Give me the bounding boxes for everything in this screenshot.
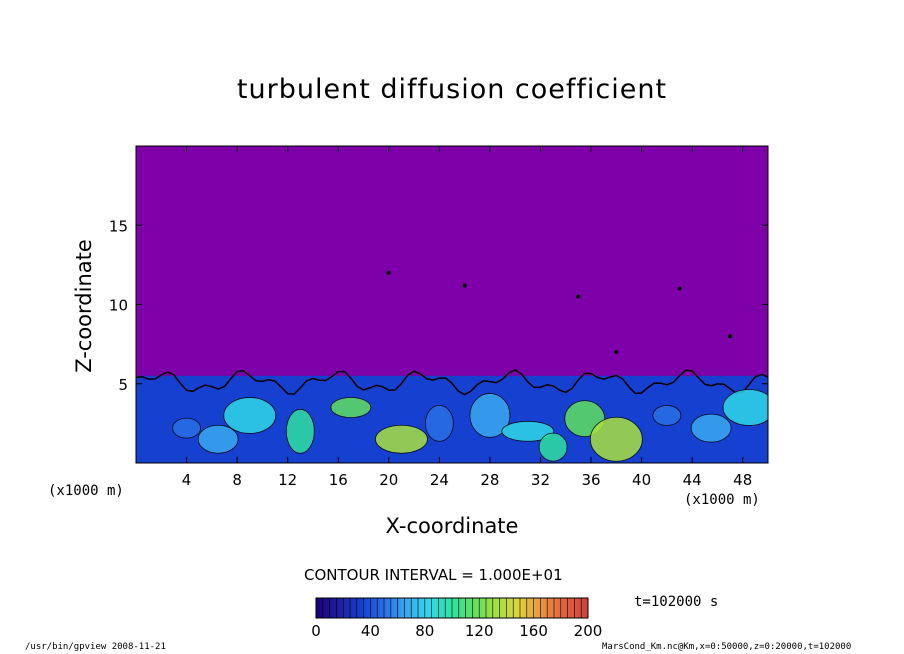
eddy-contour: [690, 413, 732, 443]
x-tick-label: 12: [278, 471, 297, 489]
eddy-contour: [469, 393, 511, 438]
eddy-contour: [501, 420, 555, 442]
y-tick-label: 5: [118, 376, 128, 394]
x-axis-unit-right: (x1000 m): [684, 492, 760, 508]
x-tick-label: 40: [632, 471, 651, 489]
colorbar-contour-lines: [315, 598, 589, 618]
x-tick-label: 48: [733, 471, 752, 489]
colorbar-tick-label: 0: [311, 622, 321, 640]
eddy-contour: [538, 432, 568, 462]
y-axis-ticks: 5 10 15: [109, 217, 768, 394]
eddy-contour: [285, 408, 315, 454]
x-tick-label: 28: [480, 471, 499, 489]
colorbar-tick-label: 120: [465, 622, 494, 640]
colorbar-tick-label: 40: [361, 622, 380, 640]
eddy-contour: [197, 424, 239, 454]
x-tick-label: 8: [232, 471, 242, 489]
boundary-contour-line: [136, 369, 768, 396]
isolated-contour: [728, 334, 733, 339]
isolated-contour: [386, 270, 391, 275]
footer-right-text: MarsCond_Km.nc@Km,x=0:50000,z=0:20000,t=…: [602, 642, 852, 652]
isolated-contour: [677, 286, 682, 291]
x-tick-label: 36: [581, 471, 600, 489]
eddy-contour: [589, 416, 643, 462]
colorbar-tick-label: 80: [415, 622, 434, 640]
x-tick-label: 24: [430, 471, 449, 489]
x-axis-unit-left: (x1000 m): [48, 483, 124, 499]
eddy-contour: [652, 405, 682, 426]
colorbar-tick-label: 160: [519, 622, 548, 640]
isolated-contour: [614, 350, 619, 355]
x-tick-label: 32: [531, 471, 550, 489]
colorbar-ticks: 0 40 80 120 160 200: [311, 622, 602, 640]
eddy-contour: [223, 397, 277, 434]
time-label: t=102000 s: [634, 594, 719, 610]
x-axis-ticks: 4 8 12 16 20 24 28 32 36 40 44 48: [182, 146, 752, 489]
y-tick-label: 10: [109, 297, 128, 315]
chart-title: turbulent diffusion coefficient: [236, 74, 668, 105]
eddy-contour: [722, 389, 768, 426]
contour-interval-label: CONTOUR INTERVAL = 1.000E+01: [304, 566, 563, 584]
x-tick-label: 4: [182, 471, 192, 489]
isolated-contour: [576, 294, 581, 299]
x-tick-label: 44: [683, 471, 702, 489]
colorbar: 0 40 80 120 160 200: [311, 597, 602, 640]
footer-left-text: /usr/bin/gpview 2008-11-21: [25, 642, 166, 652]
x-axis-label: X-coordinate: [385, 514, 519, 538]
eddy-contour: [424, 404, 454, 442]
y-tick-label: 15: [109, 217, 128, 235]
colorbar-tick-label: 200: [574, 622, 603, 640]
boundary-layer: [136, 270, 768, 463]
isolated-contour: [462, 283, 467, 288]
eddy-contour: [375, 424, 428, 454]
x-tick-label: 16: [329, 471, 348, 489]
eddy-contour: [330, 397, 372, 418]
plot-area: [135, 145, 769, 464]
x-tick-label: 20: [379, 471, 398, 489]
eddy-contour: [172, 417, 201, 439]
